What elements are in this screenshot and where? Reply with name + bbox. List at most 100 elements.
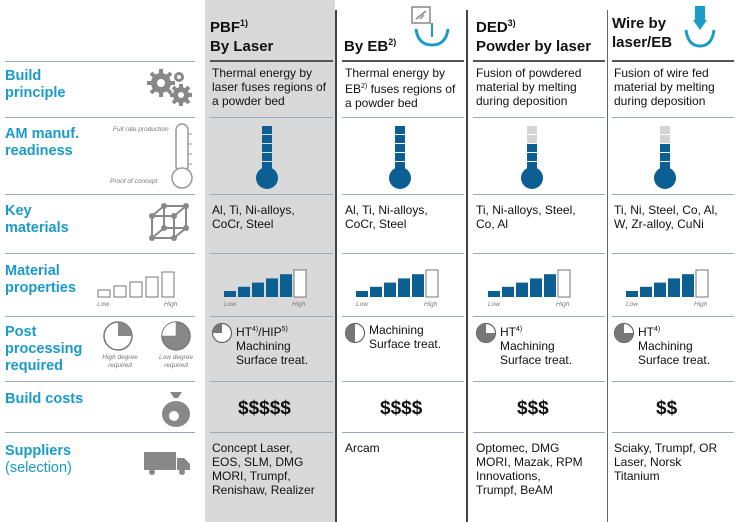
cell-divider xyxy=(210,253,333,254)
column-divider xyxy=(466,10,468,522)
thermometer-segment xyxy=(527,135,537,143)
cell-divider xyxy=(210,117,333,118)
thermometer-segment xyxy=(262,135,272,143)
thermometer-segment xyxy=(395,126,405,134)
property-bar xyxy=(557,269,571,298)
thermometer-segment xyxy=(660,162,670,170)
thermometer-bulb xyxy=(256,167,278,189)
property-bar xyxy=(654,282,666,297)
pie-icon xyxy=(344,322,366,344)
thermometer-segment xyxy=(527,144,537,152)
thermometer-segment xyxy=(527,153,537,161)
high-label: High xyxy=(694,301,708,308)
cell-divider xyxy=(342,194,464,195)
thermometer-segment xyxy=(660,153,670,161)
thermometer-bulb xyxy=(521,167,543,189)
principle-ded: Fusion of powdered material by melting dur… xyxy=(476,66,582,108)
cell-divider xyxy=(473,381,605,382)
bars-icon xyxy=(97,271,175,298)
property-bar xyxy=(370,286,382,297)
property-bar xyxy=(544,274,556,297)
col-header-ded: DED3) Powder by laser xyxy=(476,18,592,55)
cell-divider xyxy=(612,194,734,195)
col-header-pbf: PBF1) By Laser xyxy=(210,18,274,55)
property-bar xyxy=(398,278,410,297)
thermometer-bulb xyxy=(389,167,411,189)
column-divider xyxy=(335,10,337,522)
property-bars xyxy=(488,269,571,298)
readiness-thermometer xyxy=(521,126,543,189)
suppliers-eb: Arcam xyxy=(345,441,380,455)
pie-icon xyxy=(161,321,191,351)
property-bar xyxy=(502,286,514,297)
property-bar xyxy=(425,269,439,298)
pie-icon xyxy=(211,322,233,344)
property-bar xyxy=(266,278,278,297)
cell-divider xyxy=(473,194,605,195)
low-degree-note: Low degree required xyxy=(159,354,193,369)
cost-eb: $$$$ xyxy=(380,398,423,419)
col-header-wire: Wire by laser/EB xyxy=(612,15,673,51)
property-bars xyxy=(626,269,709,298)
pie-icon xyxy=(103,321,133,351)
cell-divider xyxy=(612,381,734,382)
property-bar xyxy=(682,274,694,297)
cell-divider xyxy=(342,316,464,317)
row-label-costs: Build costs xyxy=(5,391,84,407)
post-text: Machining Surface treat. xyxy=(369,323,442,351)
thermometer-segment xyxy=(262,126,272,134)
cell-divider xyxy=(210,316,333,317)
row-label-post: Post processing required xyxy=(5,324,83,374)
row-divider xyxy=(5,194,195,195)
row-label-properties: Material properties xyxy=(5,263,76,296)
materials-pbf: Al, Ti, Ni-alloys, CoCr, Steel xyxy=(212,203,295,231)
cell-divider xyxy=(210,381,333,382)
pie-slice xyxy=(476,323,496,343)
principle-eb: Thermal energy by EB2) fuses regions of … xyxy=(345,66,456,110)
eb-gun-icon xyxy=(411,6,450,47)
cell-divider xyxy=(342,432,464,433)
row-label-readiness: AM manuf. readiness xyxy=(5,126,80,159)
thermometer-segment xyxy=(660,144,670,152)
row-divider xyxy=(5,117,195,118)
pbf-column-highlight xyxy=(205,0,335,522)
pie-slice xyxy=(614,323,634,343)
low-label: Low xyxy=(224,301,236,308)
thermometer-segment xyxy=(660,135,670,143)
pie-icon xyxy=(475,322,497,344)
property-bar xyxy=(238,286,250,297)
header-rule xyxy=(612,60,734,62)
cell-divider xyxy=(473,253,605,254)
cell-divider xyxy=(342,117,464,118)
property-bar xyxy=(224,291,236,297)
property-bar xyxy=(530,278,542,297)
header-rule xyxy=(342,60,464,62)
cell-divider xyxy=(612,316,734,317)
cost-wire: $$ xyxy=(656,398,678,419)
cell-divider xyxy=(612,253,734,254)
thermometer-segment xyxy=(262,153,272,161)
pie-slice xyxy=(212,323,222,333)
thermometer-segment xyxy=(527,126,537,134)
high-label: High xyxy=(164,301,178,308)
principle-pbf: Thermal energy by laser fuses regions of a… xyxy=(212,66,327,108)
cell-divider xyxy=(342,381,464,382)
cell-divider xyxy=(210,432,333,433)
readiness-thermometer xyxy=(256,126,278,189)
suppliers-ded: Optomec, DMG MORI, Mazak, RPM Innovations,… xyxy=(476,441,583,497)
cell-divider xyxy=(473,117,605,118)
suppliers-wire: Sciaky, Trumpf, OR Laser, Norsk Titanium xyxy=(614,441,718,483)
header-rule xyxy=(210,60,333,62)
materials-wire: Ti, Ni, Steel, Co, Al, W, Zr-alloy, CuNi xyxy=(614,203,718,231)
high-label: High xyxy=(556,301,570,308)
low-label: Low xyxy=(488,301,500,308)
gears-icon xyxy=(147,69,192,106)
thermometer-segment xyxy=(395,153,405,161)
cell-divider xyxy=(342,253,464,254)
wire-nozzle-icon xyxy=(684,6,716,48)
row-divider xyxy=(5,253,195,254)
row-label-build-principle: Build principle xyxy=(5,68,66,101)
property-bar xyxy=(384,282,396,297)
cost-pbf: $$$$$ xyxy=(238,398,291,419)
property-bar xyxy=(412,274,424,297)
